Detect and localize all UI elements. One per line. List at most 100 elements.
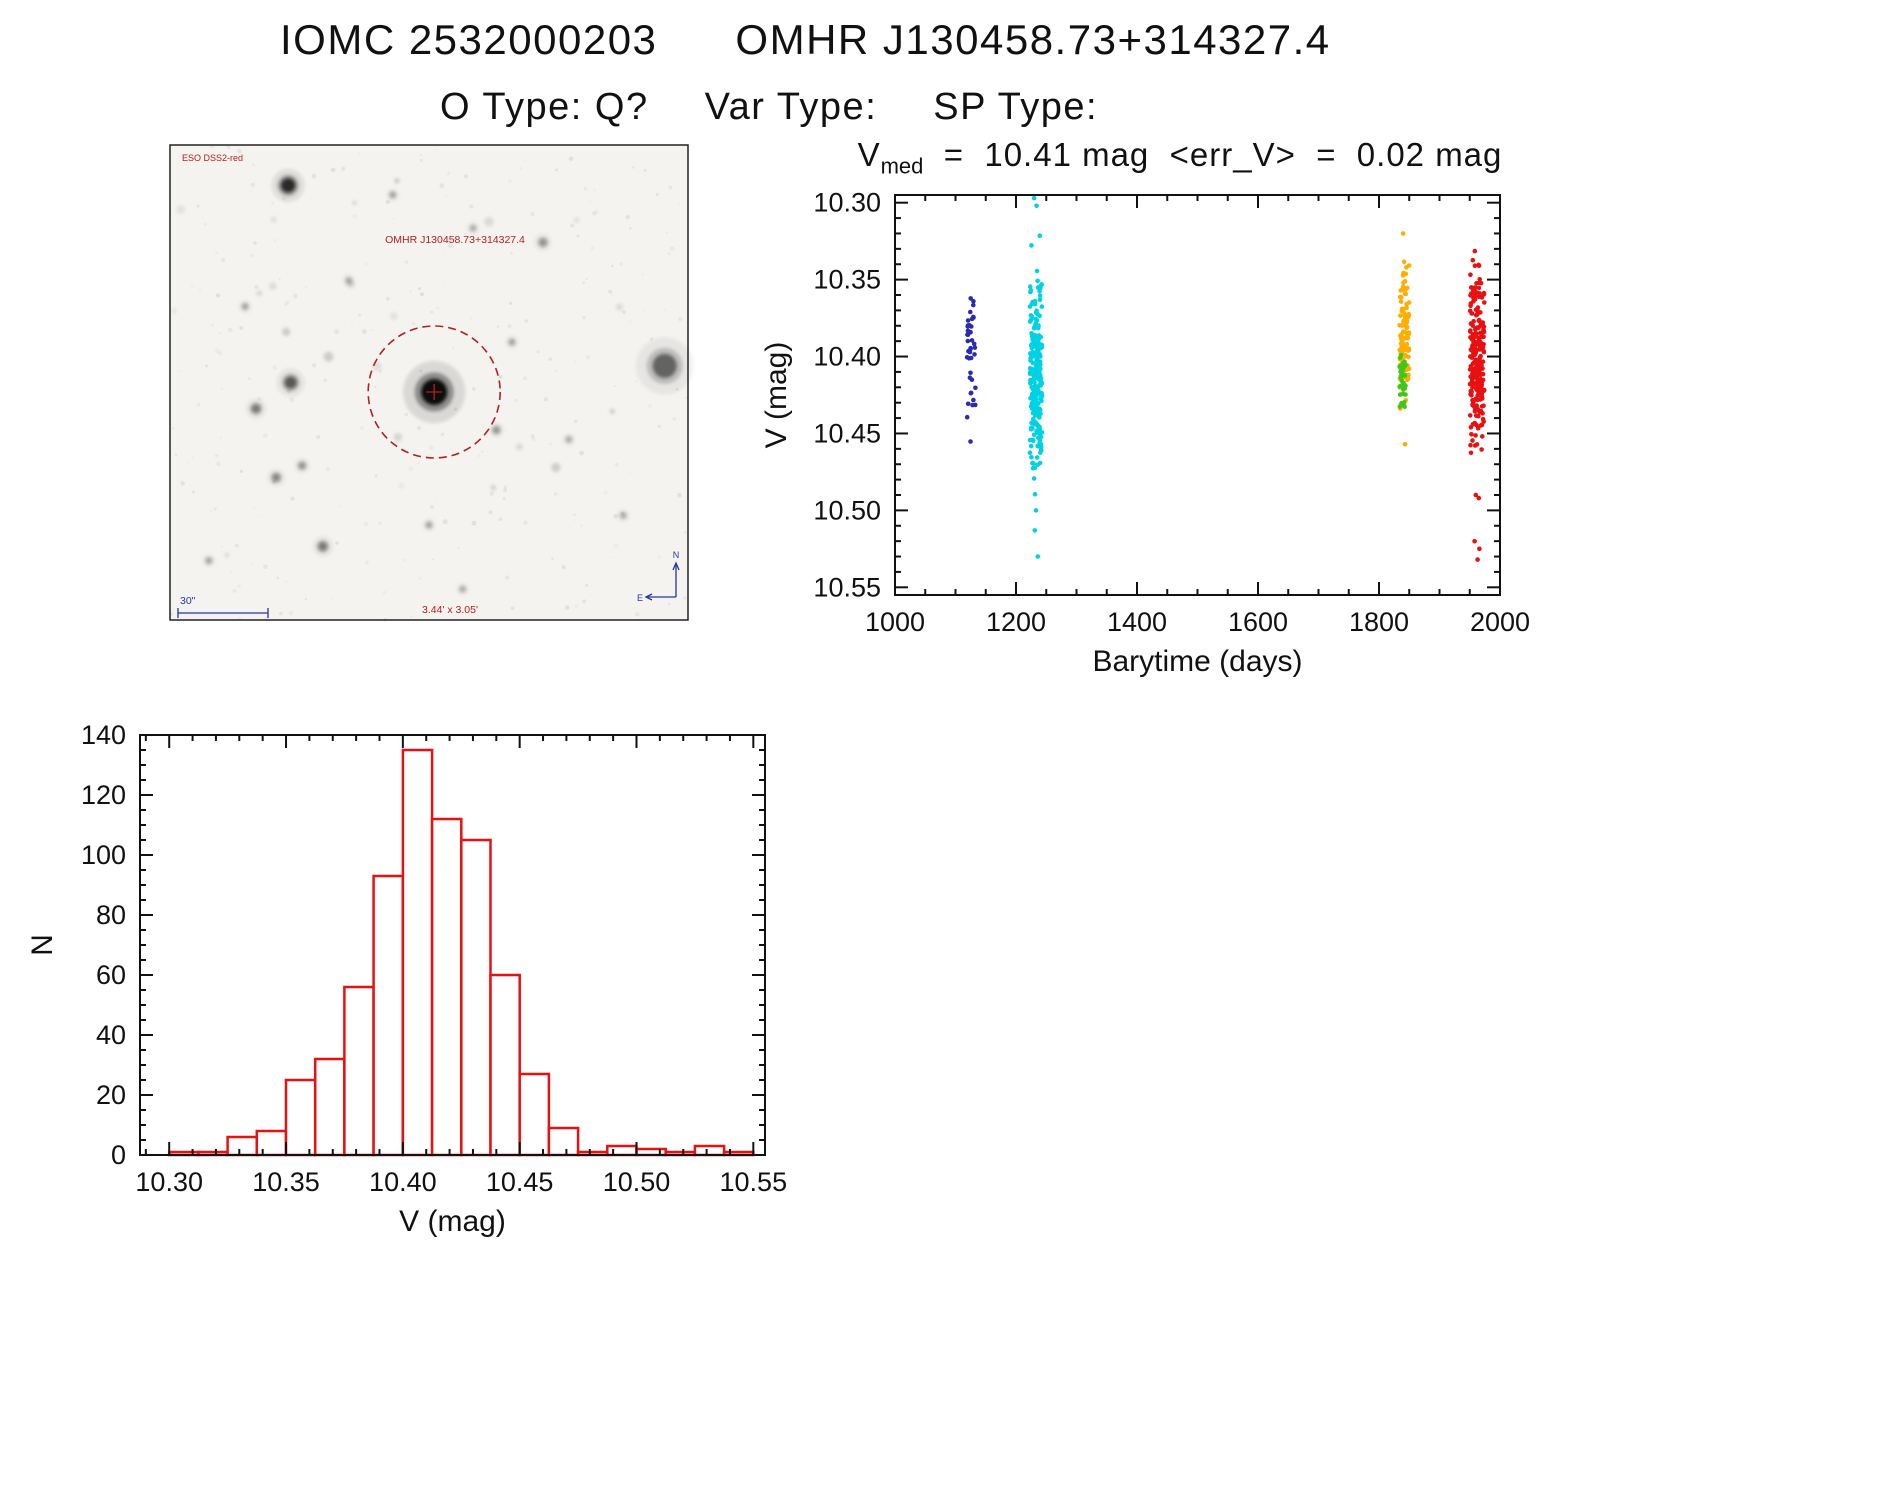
data-point: [1400, 341, 1406, 346]
series-epoch-1: [964, 296, 978, 444]
data-point: [1028, 443, 1034, 449]
tick-labels: 1000 1200 1400 1600 1800 2000 10.30 10.35 10.40 1…: [813, 188, 1530, 637]
data-point: [1402, 363, 1408, 369]
data-point: [1474, 442, 1480, 447]
data-point: [1039, 282, 1044, 287]
data-point: [1477, 277, 1482, 282]
data-point: [1402, 400, 1407, 405]
noise-speck: [410, 615, 413, 618]
noise-speck: [227, 327, 233, 333]
noise-speck: [667, 602, 671, 606]
noise-speck: [650, 337, 653, 341]
noise-speck: [615, 463, 619, 467]
faint-star: [269, 282, 277, 290]
noise-speck: [199, 289, 202, 292]
noise-speck: [272, 365, 278, 370]
noise-speck: [657, 424, 661, 429]
noise-speck: [236, 584, 241, 589]
data-point: [1402, 441, 1408, 447]
data-point: [1397, 323, 1402, 328]
data-point: [1027, 370, 1033, 375]
noise-speck: [432, 558, 435, 561]
faint-star: [256, 290, 263, 297]
noise-speck: [524, 319, 528, 323]
finding-chart: ESO DSS2-red OMHR J130458.73+314327.4 30…: [169, 144, 694, 622]
data-point: [1473, 307, 1479, 312]
star: [424, 520, 434, 530]
data-point: [1476, 318, 1482, 324]
data-point: [1468, 328, 1473, 333]
lightcurve-plot: 1000 1200 1400 1600 1800 2000 10.30 10.35 10.40 1…: [760, 188, 1530, 678]
noise-speck: [191, 285, 194, 288]
axes: [894, 194, 1501, 596]
data-point: [1032, 332, 1038, 338]
data-point: [1037, 288, 1042, 294]
noise-speck: [439, 183, 445, 189]
iomc-id: IOMC 2532000203: [280, 16, 658, 63]
data-point: [1406, 346, 1412, 351]
noise-speck: [293, 293, 298, 299]
noise-speck: [481, 255, 483, 257]
noise-speck: [685, 396, 688, 399]
noise-speck: [239, 469, 244, 473]
data-point: [1404, 265, 1409, 270]
ticks: [140, 734, 765, 1156]
y-tick-label: 10.50: [813, 495, 881, 525]
noise-speck: [205, 364, 208, 368]
data-point: [967, 349, 973, 355]
noise-speck: [585, 278, 588, 280]
faint-star: [484, 216, 494, 227]
data-point: [1029, 301, 1035, 307]
noise-speck: [419, 158, 424, 163]
data-point: [1029, 401, 1035, 406]
noise-speck: [503, 485, 507, 489]
data-point: [972, 345, 978, 350]
star: [468, 223, 478, 233]
ticks: [894, 195, 1501, 595]
hist-bar: [693, 1144, 726, 1157]
o-type-label: O Type: Q?: [440, 86, 649, 128]
noise-speck: [503, 488, 508, 493]
data-point: [1476, 413, 1481, 419]
data-point: [1037, 233, 1043, 238]
data-point: [1469, 389, 1474, 394]
noise-speck: [469, 317, 472, 320]
lightcurve-title-sub: med: [880, 153, 924, 179]
data-point: [964, 355, 970, 360]
noise-speck: [285, 580, 288, 583]
noise-speck: [171, 427, 174, 430]
noise-speck: [685, 455, 687, 457]
noise-speck: [621, 310, 626, 315]
hist-bar: [518, 1072, 551, 1157]
noise-speck: [442, 286, 445, 289]
noise-speck: [335, 541, 339, 545]
noise-speck: [496, 325, 500, 328]
data-point: [1034, 268, 1040, 274]
noise-speck: [664, 309, 667, 311]
noise-speck: [590, 246, 595, 250]
star: [458, 584, 468, 594]
y-tick-label: 140: [81, 720, 126, 750]
noise-speck: [536, 350, 540, 354]
noise-speck: [481, 450, 484, 453]
faint-star: [394, 178, 400, 184]
data-point: [1477, 291, 1482, 296]
data-point: [1473, 433, 1478, 438]
data-point: [1401, 259, 1407, 265]
data-point: [1474, 280, 1479, 286]
data-point: [1471, 296, 1476, 301]
data-point: [965, 318, 971, 323]
noise-speck: [374, 385, 377, 389]
data-point: [1031, 432, 1037, 438]
star-core: [298, 462, 306, 470]
noise-speck: [677, 492, 682, 498]
data-point: [1034, 203, 1039, 209]
noise-speck: [510, 606, 515, 611]
data-point: [1035, 278, 1040, 284]
noise-speck: [404, 412, 409, 417]
data-point: [1031, 476, 1037, 481]
star: [564, 435, 574, 444]
hist-bar: [372, 874, 405, 1157]
noise-speck: [360, 426, 364, 430]
